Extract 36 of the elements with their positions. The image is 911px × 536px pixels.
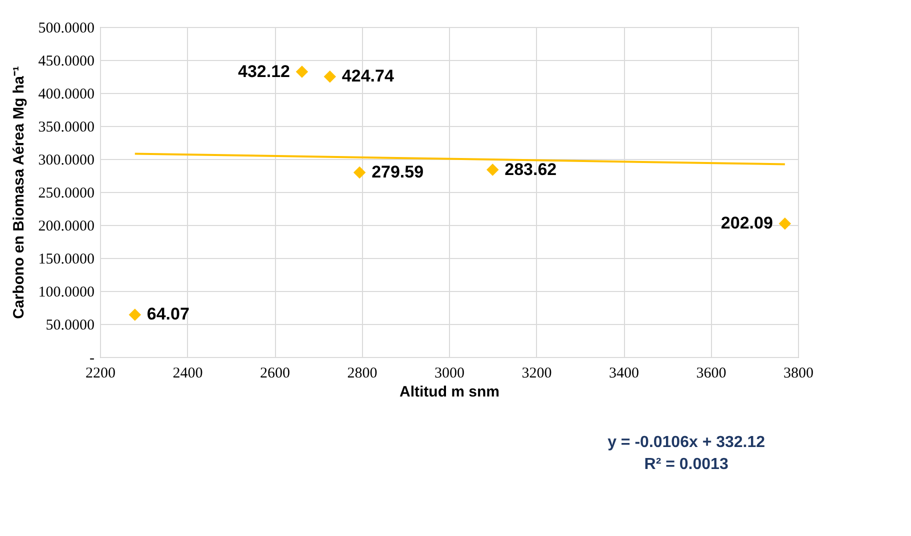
y-tick-label: - [90, 350, 94, 366]
x-tick-label: 3200 [522, 366, 552, 382]
data-label: 64.07 [146, 304, 190, 324]
x-tick-label: 3000 [434, 366, 464, 382]
data-label: 202.09 [720, 214, 773, 233]
point [778, 217, 792, 230]
point [353, 166, 366, 179]
x-tick-label: 2400 [172, 366, 203, 382]
x-tick-label: 2200 [86, 366, 116, 382]
y-axis-title: Carbono en Biomasa Aérea Mg ha⁻¹ [10, 66, 28, 319]
x-axis-title: Altitud m snm [400, 384, 500, 400]
point [128, 308, 142, 321]
x-tick-label: 2600 [260, 366, 290, 382]
y-tick-label: 200.0000 [38, 218, 94, 234]
y-tick-label: 250.0000 [38, 186, 94, 202]
x-tick-label: 3600 [696, 366, 726, 382]
point [296, 66, 308, 78]
point [324, 70, 336, 83]
y-tick-label: 50.0000 [46, 318, 94, 334]
y-tick-label: 100.0000 [38, 284, 94, 300]
x-tick-label: 3800 [784, 366, 814, 382]
data-label: 279.59 [372, 162, 424, 182]
text: R² = 0.0013 [644, 456, 728, 473]
y-tick-label: 450.0000 [38, 54, 94, 70]
data-label: 424.74 [342, 66, 394, 86]
y-tick-label: 300.0000 [38, 152, 94, 168]
y-tick-label: 350.0000 [38, 120, 94, 136]
point [486, 164, 499, 176]
text: y = -0.0106x + 332.12 [608, 434, 766, 451]
y-tick-label: 150.0000 [38, 252, 94, 268]
data-label: 432.12 [238, 62, 290, 81]
y-tick-label: 500.0000 [38, 20, 94, 36]
data-label: 283.62 [504, 160, 557, 179]
x-tick-label: 2800 [347, 366, 378, 382]
y-tick-label: 400.0000 [38, 86, 94, 102]
x-tick-label: 3400 [609, 366, 639, 382]
